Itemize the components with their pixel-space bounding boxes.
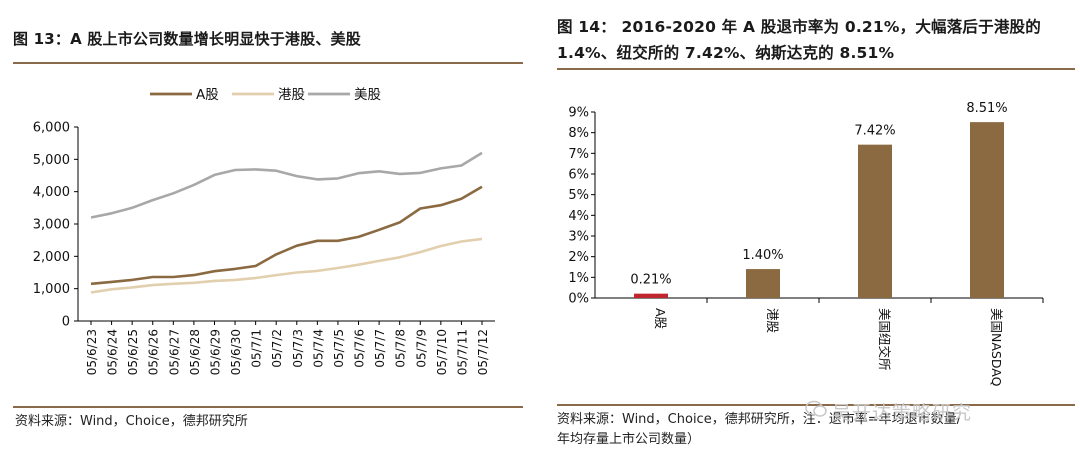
x-tick-label: 05/6/30 bbox=[229, 329, 243, 375]
bar-3 bbox=[858, 144, 892, 298]
series-line-2 bbox=[90, 237, 483, 294]
x-tick-label: 05/7/5 bbox=[332, 329, 346, 368]
bar-value-label: 8.51% bbox=[966, 101, 1007, 116]
y-tick-label: 1,000 bbox=[33, 282, 70, 297]
y-tick-label: 3,000 bbox=[33, 218, 70, 233]
x-tick-label: 05/7/6 bbox=[353, 329, 367, 368]
y-tick-label: 5% bbox=[568, 188, 589, 203]
y-tick-label: 6,000 bbox=[33, 121, 70, 136]
bar-chart: 0% 1% 2% 3% 4% 5% 6% 7% 8% 9% 0.21% A股 1.40% 港股 7.42% 美… bbox=[568, 101, 1044, 387]
x-tick-label: 05/7/12 bbox=[476, 329, 490, 375]
x-tick-label: 05/6/28 bbox=[188, 329, 202, 375]
x-tick-label: 05/7/7 bbox=[373, 329, 387, 368]
y-tick-label: 9% bbox=[568, 106, 589, 121]
left-title-rule bbox=[13, 62, 523, 64]
right-chart-panel: 图 14： 2016-2020 年 A 股退市率为 0.21%，大幅落后于港股的… bbox=[555, 0, 1080, 461]
x-tick-label: 05/7/4 bbox=[311, 329, 325, 368]
y-tick-label: 0% bbox=[568, 292, 589, 307]
right-chart-title: 图 14： 2016-2020 年 A 股退市率为 0.21%，大幅落后于港股的… bbox=[557, 18, 1041, 62]
left-source-rule bbox=[13, 406, 523, 408]
right-title-rule bbox=[557, 68, 1075, 70]
bar-value-label: 0.21% bbox=[630, 273, 671, 288]
legend-label: 港股 bbox=[278, 87, 305, 103]
bar-4 bbox=[970, 122, 1004, 298]
legend-label: A股 bbox=[196, 87, 219, 103]
y-tick-label: 5,000 bbox=[33, 153, 70, 168]
left-chart-title: 图 13：A 股上市公司数量增长明显快于港股、美股 bbox=[13, 30, 361, 48]
line-chart: 0 1,000 2,000 3,000 4,000 5,000 6,000 05/6/23 05… bbox=[33, 87, 495, 375]
y-tick-label: 3% bbox=[568, 230, 589, 245]
x-tick-label: 05/7/11 bbox=[455, 329, 469, 375]
x-tick-label: 05/6/29 bbox=[208, 329, 222, 375]
y-tick-label: 0 bbox=[62, 315, 70, 330]
x-tick-label: 05/7/1 bbox=[250, 329, 264, 368]
y-tick-label: 1% bbox=[568, 271, 589, 286]
x-category-label: 港股 bbox=[765, 308, 780, 334]
y-tick-label: 7% bbox=[568, 147, 589, 162]
y-tick-label: 8% bbox=[568, 126, 589, 141]
x-tick-label: 05/6/23 bbox=[85, 329, 99, 375]
x-tick-label: 05/7/9 bbox=[414, 329, 428, 368]
x-category-label: 美国纽交所 bbox=[877, 308, 892, 371]
right-chart-source-line2: 年均存量上市公司数量） bbox=[557, 432, 701, 447]
x-tick-label: 05/7/2 bbox=[270, 329, 284, 368]
y-tick-label: 4,000 bbox=[33, 185, 70, 200]
wechat-icon bbox=[805, 400, 827, 417]
left-chart-source: 资料来源：Wind，Choice，德邦研究所 bbox=[15, 414, 248, 429]
right-chart-source-line1: 资料来源：Wind，Choice，德邦研究所，注：退市率=年均退市数量/ bbox=[557, 412, 961, 427]
series-line-3 bbox=[90, 151, 483, 219]
series-line-1 bbox=[90, 185, 483, 286]
y-tick-label: 2% bbox=[568, 250, 589, 265]
left-chart-panel: 图 13：A 股上市公司数量增长明显快于港股、美股 0 1,000 2,000 3,0… bbox=[0, 0, 530, 461]
x-tick-label: 05/6/24 bbox=[106, 329, 120, 375]
x-tick-label: 05/7/10 bbox=[435, 329, 449, 375]
x-tick-label: 05/6/27 bbox=[167, 329, 181, 375]
x-tick-label: 05/6/26 bbox=[147, 329, 161, 375]
y-tick-label: 2,000 bbox=[33, 250, 70, 265]
x-category-label: A股 bbox=[653, 308, 668, 330]
right-source-rule bbox=[557, 404, 1075, 406]
y-tick-label: 4% bbox=[568, 209, 589, 224]
y-tick-label: 6% bbox=[568, 168, 589, 183]
x-tick-label: 05/7/3 bbox=[291, 329, 305, 368]
x-tick-label: 05/6/25 bbox=[126, 329, 140, 375]
bar-2 bbox=[746, 269, 780, 298]
bar-value-label: 1.40% bbox=[742, 248, 783, 263]
bar-value-label: 7.42% bbox=[854, 124, 895, 139]
x-tick-label: 05/7/8 bbox=[394, 329, 408, 368]
legend-label: 美股 bbox=[354, 87, 381, 103]
x-category-label: 美国NASDAQ bbox=[989, 308, 1004, 387]
watermark-text: 吴开达策略研究 bbox=[832, 402, 973, 424]
bar-1 bbox=[634, 293, 668, 298]
